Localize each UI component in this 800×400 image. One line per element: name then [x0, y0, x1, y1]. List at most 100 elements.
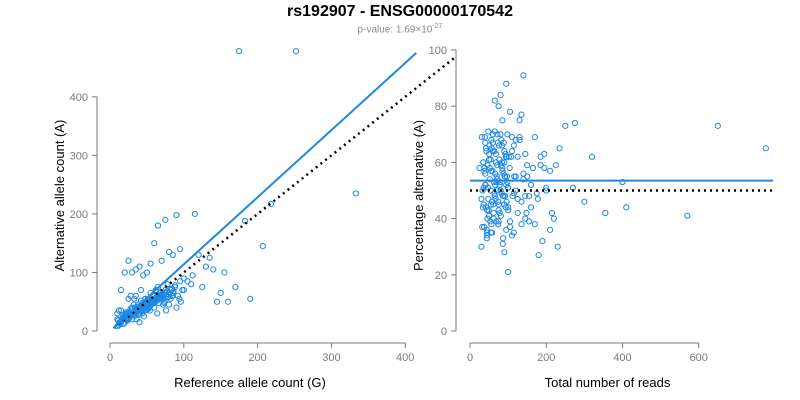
data-point [510, 142, 517, 149]
data-point [506, 108, 514, 115]
data-point [236, 48, 243, 55]
data-point [508, 232, 516, 239]
data-point [173, 211, 180, 219]
data-point [202, 263, 210, 270]
data-point [479, 204, 487, 211]
data-point [352, 190, 359, 197]
data-point [147, 260, 154, 267]
data-point [522, 215, 529, 222]
data-point [131, 295, 138, 302]
x-tick-label: 400 [396, 352, 414, 364]
data-point [516, 136, 523, 144]
y-axis-title: Alternative allele count (A) [52, 120, 67, 272]
data-point [554, 243, 561, 250]
data-point [503, 173, 511, 180]
data-point [158, 257, 165, 264]
data-point [541, 150, 548, 158]
data-point [498, 162, 505, 169]
y-tick-label: 80 [435, 101, 447, 113]
data-point [481, 167, 488, 174]
data-point [529, 164, 537, 172]
data-point [485, 207, 492, 214]
data-point [114, 310, 121, 317]
data-point [503, 198, 510, 205]
data-point [488, 136, 495, 144]
data-point [571, 119, 578, 127]
data-point [143, 300, 150, 308]
data-point [531, 134, 538, 141]
data-point [482, 170, 489, 177]
data-point [546, 226, 554, 233]
data-point [535, 252, 542, 259]
data-point [518, 198, 525, 205]
data-point [491, 193, 498, 200]
data-point [491, 148, 498, 155]
data-point [684, 212, 691, 219]
data-point [169, 251, 176, 258]
data-point [498, 159, 506, 166]
data-point [176, 295, 183, 302]
y-tick-label: 100 [70, 267, 88, 279]
y-tick-label: 200 [70, 209, 88, 221]
data-point [548, 209, 556, 217]
data-point [121, 269, 128, 276]
data-point [206, 254, 213, 261]
data-point [504, 131, 511, 138]
data-point [531, 221, 538, 228]
data-point [503, 226, 510, 233]
data-point [136, 319, 143, 326]
data-point [482, 181, 489, 188]
data-point [522, 150, 529, 158]
data-point [184, 278, 191, 285]
y-axis-title: Percentage alternative (A) [411, 120, 426, 271]
data-point [490, 201, 497, 208]
data-point [539, 237, 546, 245]
data-point [495, 198, 502, 205]
data-point [503, 153, 510, 160]
data-point [483, 148, 490, 155]
data-point [478, 195, 485, 203]
y-tick-label: 0 [82, 326, 88, 338]
data-point [195, 251, 202, 258]
data-point [480, 201, 487, 208]
data-point [495, 207, 502, 214]
x-tick-label: 600 [690, 352, 708, 364]
data-point [488, 221, 495, 228]
data-point [501, 249, 508, 256]
data-point [478, 134, 485, 141]
data-point [623, 204, 630, 211]
data-point [177, 245, 184, 253]
data-point [154, 222, 162, 229]
data-point [478, 243, 485, 250]
data-point [188, 281, 195, 288]
data-point [136, 263, 143, 270]
data-point [762, 145, 769, 152]
data-point [189, 272, 196, 279]
data-point [479, 187, 486, 194]
data-point [496, 181, 503, 188]
data-point [499, 193, 506, 200]
data-point [505, 268, 512, 276]
data-point [550, 215, 557, 222]
data-point [487, 156, 494, 163]
data-point [493, 162, 501, 169]
data-point [484, 162, 491, 169]
data-point [177, 278, 184, 285]
data-point [499, 117, 506, 124]
data-point [483, 226, 490, 233]
data-point [527, 181, 535, 188]
y-tick-label: 20 [435, 270, 447, 282]
data-point [132, 292, 139, 299]
data-point [292, 48, 300, 55]
data-point [177, 298, 184, 305]
data-point [162, 289, 169, 296]
data-point [497, 178, 504, 186]
data-point [495, 142, 503, 149]
data-point [714, 122, 721, 129]
data-point [495, 218, 502, 225]
data-point [221, 269, 228, 276]
data-point [516, 117, 523, 124]
data-point [518, 221, 525, 228]
x-axis-title: Reference allele count (G) [174, 375, 326, 390]
data-point [162, 307, 170, 314]
